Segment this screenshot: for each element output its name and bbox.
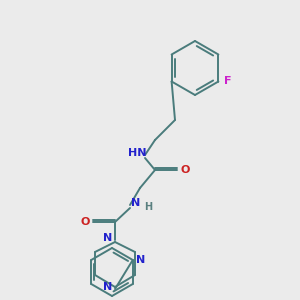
Text: N: N bbox=[131, 198, 141, 208]
Text: O: O bbox=[80, 217, 90, 227]
Text: H: H bbox=[144, 202, 152, 212]
Text: N: N bbox=[103, 282, 112, 292]
Text: N: N bbox=[136, 255, 146, 265]
Text: F: F bbox=[224, 76, 231, 85]
Text: N: N bbox=[103, 233, 112, 243]
Text: O: O bbox=[180, 165, 190, 175]
Text: HN: HN bbox=[128, 148, 146, 158]
